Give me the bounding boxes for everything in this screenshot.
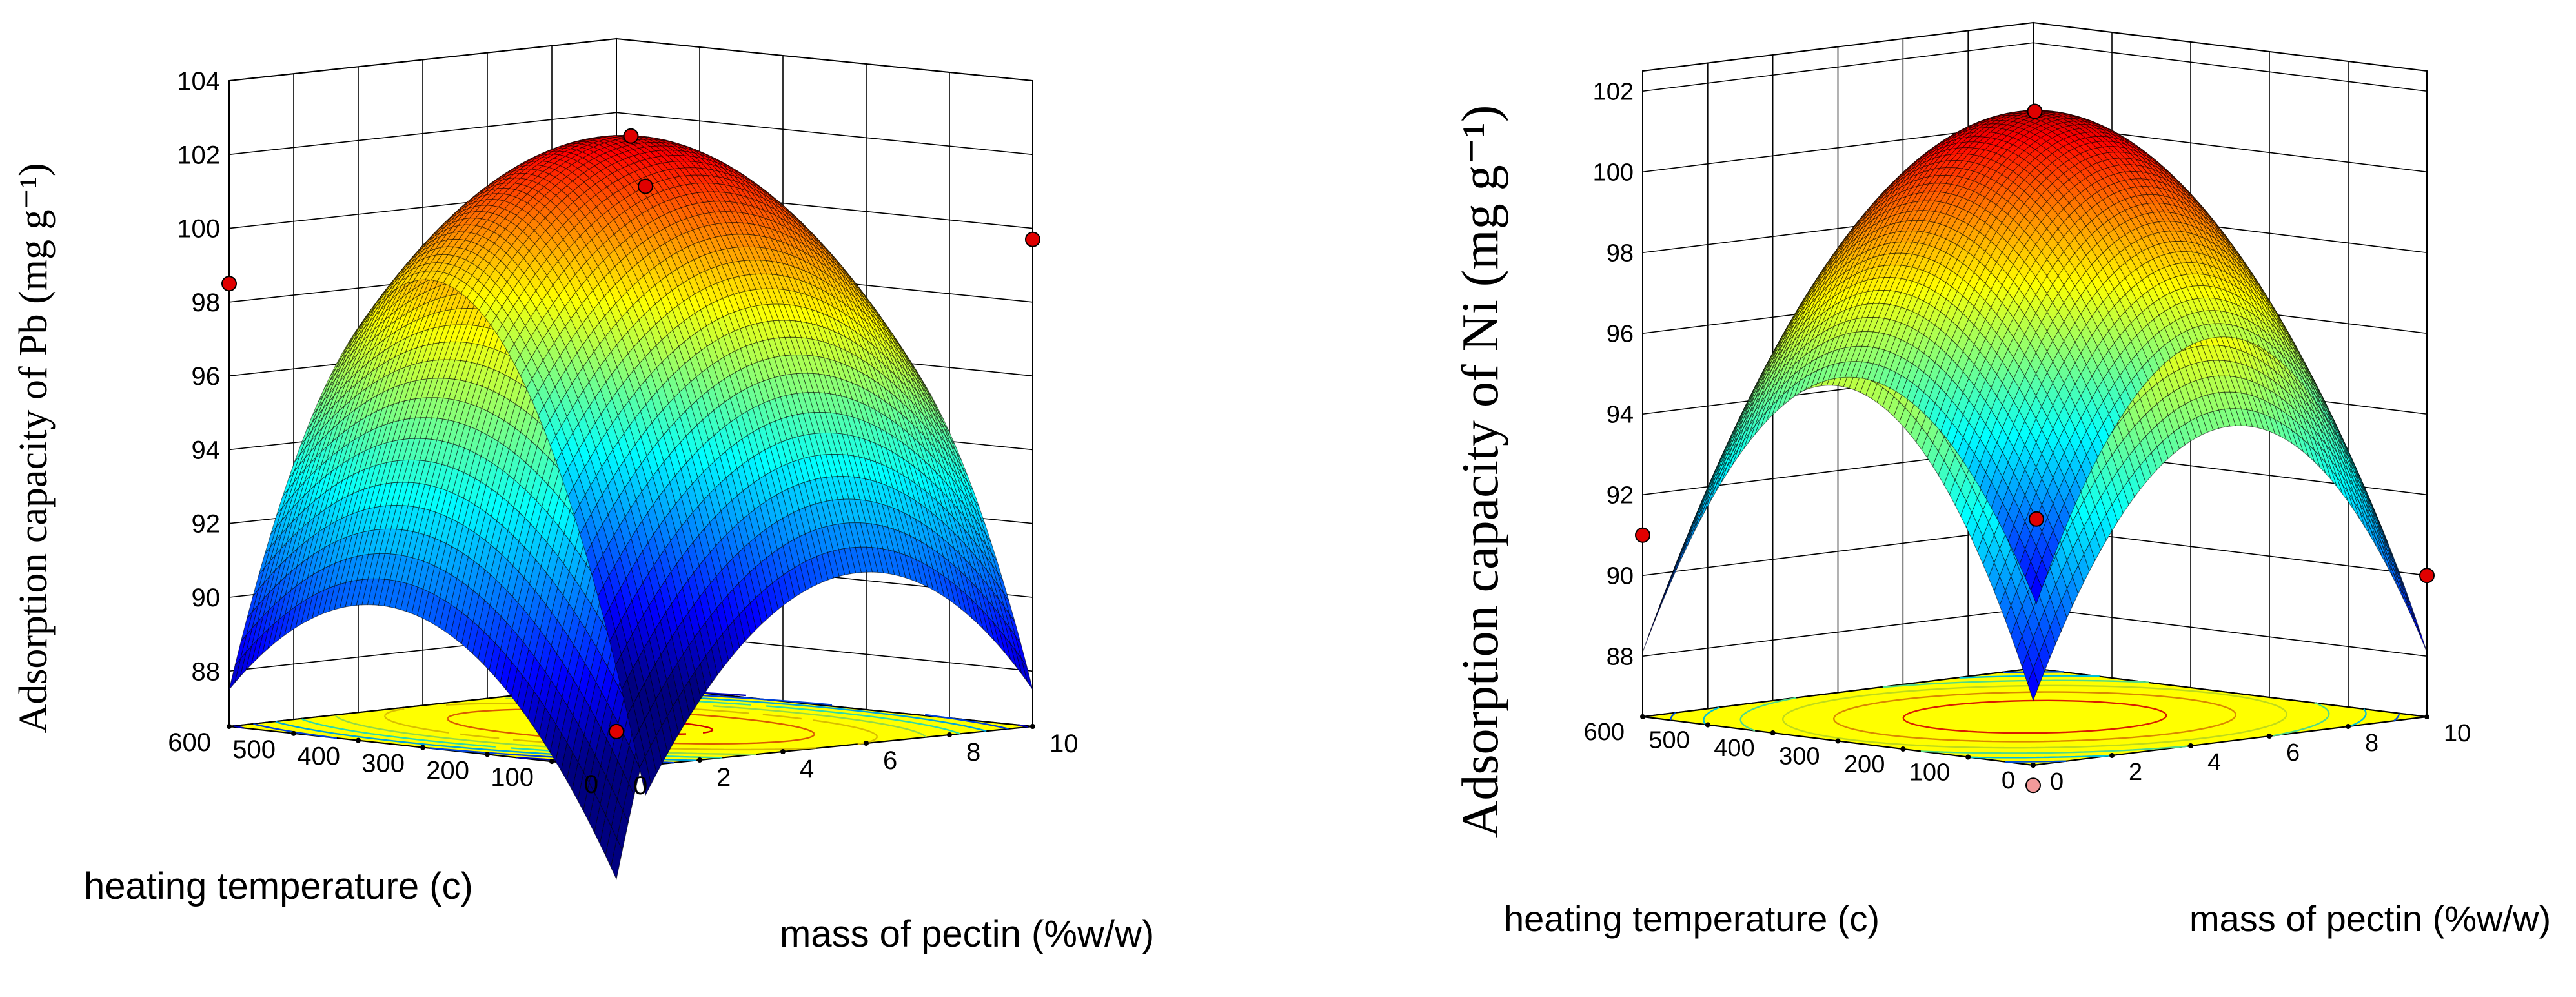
temp-tick-label: 400 [297, 743, 340, 771]
temp-axis-tick-mark [485, 752, 490, 757]
pb-surface-plot: 8890929496981001021040100200300400500600… [12, 39, 1154, 955]
value-tick-label: 96 [192, 362, 221, 391]
value-tick-label: 104 [177, 67, 220, 96]
value-tick-label: 90 [192, 584, 221, 612]
value-tick-label: 92 [192, 510, 221, 539]
temp-tick-label: 0 [584, 770, 598, 799]
pb-mass-axis-title: mass of pectin (%w/w) [780, 913, 1154, 955]
mass-tick-label: 6 [883, 746, 897, 775]
mass-tick-label: 4 [800, 755, 814, 783]
value-tick-label: 100 [177, 215, 220, 243]
mass-axis-tick-mark [947, 732, 952, 737]
design-point [638, 180, 653, 194]
mass-axis-tick-mark [864, 741, 869, 746]
pb-y-axis-title: Adsorption capacity of Pb (mg g⁻¹) [12, 163, 56, 734]
temp-tick-label: 100 [491, 763, 534, 792]
temp-axis-tick-mark [356, 738, 361, 743]
temp-tick-label: 500 [232, 735, 276, 764]
temp-tick-label: 600 [168, 728, 211, 757]
temp-axis-tick-mark [420, 745, 425, 750]
mass-axis-tick-mark [780, 749, 786, 754]
design-point [624, 129, 638, 143]
temp-tick-label: 300 [361, 750, 405, 778]
mass-tick-label: 0 [633, 772, 647, 800]
value-tick-label: 94 [192, 436, 221, 464]
value-tick-label: 98 [192, 289, 221, 317]
mass-axis-tick-mark [1030, 724, 1035, 729]
temp-axis-tick-mark [227, 724, 232, 729]
temp-axis-tick-mark [549, 759, 554, 764]
design-point [609, 725, 624, 739]
value-tick-label: 102 [177, 141, 220, 169]
temp-axis-tick-mark [291, 731, 296, 736]
mass-tick-label: 8 [966, 738, 980, 766]
design-point [222, 276, 236, 291]
temp-tick-label: 200 [426, 756, 469, 785]
design-point [1026, 232, 1040, 247]
mass-tick-label: 2 [716, 763, 731, 792]
mass-tick-label: 10 [1050, 730, 1079, 758]
mass-axis-tick-mark [697, 757, 702, 763]
pb-temperature-axis-title: heating temperature (c) [84, 865, 473, 907]
value-tick-label: 88 [192, 657, 221, 686]
